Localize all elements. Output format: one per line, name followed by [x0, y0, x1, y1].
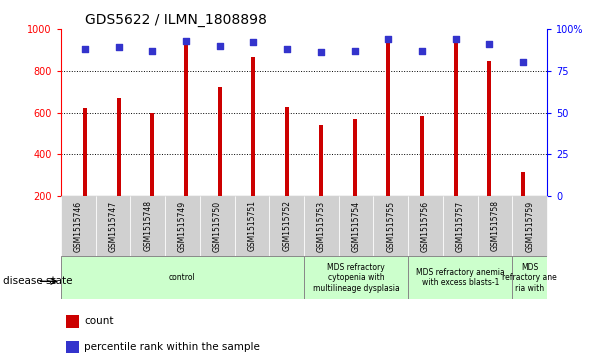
Bar — [117, 98, 120, 196]
Point — [316, 49, 326, 55]
Bar — [521, 172, 525, 196]
FancyBboxPatch shape — [373, 196, 408, 256]
FancyBboxPatch shape — [408, 196, 443, 256]
Point — [451, 36, 460, 42]
Bar — [218, 87, 222, 196]
Point — [249, 40, 258, 45]
Bar — [386, 41, 390, 196]
Point — [114, 45, 123, 50]
Point — [384, 36, 393, 42]
Text: GSM1515756: GSM1515756 — [421, 200, 430, 252]
FancyBboxPatch shape — [165, 196, 200, 256]
FancyBboxPatch shape — [61, 256, 304, 299]
Point — [350, 48, 359, 54]
Text: GSM1515755: GSM1515755 — [386, 200, 395, 252]
Text: GSM1515747: GSM1515747 — [108, 200, 117, 252]
Point — [215, 43, 224, 49]
FancyBboxPatch shape — [200, 196, 235, 256]
Bar — [83, 108, 87, 196]
FancyBboxPatch shape — [95, 196, 130, 256]
FancyBboxPatch shape — [443, 196, 478, 256]
Bar — [319, 125, 323, 196]
Text: percentile rank within the sample: percentile rank within the sample — [84, 342, 260, 352]
Text: GSM1515746: GSM1515746 — [74, 200, 83, 252]
Point — [282, 46, 292, 52]
Bar — [150, 113, 154, 196]
FancyBboxPatch shape — [61, 196, 95, 256]
Bar — [66, 315, 79, 328]
Text: MDS refractory
cytopenia with
multilineage dysplasia: MDS refractory cytopenia with multilinea… — [313, 263, 399, 293]
FancyBboxPatch shape — [304, 196, 339, 256]
Point — [417, 48, 427, 54]
Text: GSM1515751: GSM1515751 — [247, 200, 257, 252]
FancyBboxPatch shape — [478, 196, 513, 256]
Text: MDS refractory anemia
with excess blasts-1: MDS refractory anemia with excess blasts… — [416, 268, 505, 287]
Text: GDS5622 / ILMN_1808898: GDS5622 / ILMN_1808898 — [85, 13, 267, 26]
Bar — [488, 61, 491, 196]
Bar — [184, 44, 188, 196]
Text: GSM1515758: GSM1515758 — [491, 200, 500, 252]
FancyBboxPatch shape — [339, 196, 373, 256]
FancyBboxPatch shape — [408, 256, 513, 299]
FancyBboxPatch shape — [513, 196, 547, 256]
Text: disease state: disease state — [3, 276, 72, 286]
Bar — [252, 57, 255, 196]
Text: GSM1515759: GSM1515759 — [525, 200, 534, 252]
FancyBboxPatch shape — [304, 256, 408, 299]
FancyBboxPatch shape — [513, 256, 547, 299]
Text: MDS
refractory ane
ria with: MDS refractory ane ria with — [502, 263, 557, 293]
Point — [80, 46, 90, 52]
Text: control: control — [169, 273, 196, 282]
Bar — [454, 41, 458, 196]
Text: GSM1515757: GSM1515757 — [456, 200, 465, 252]
Point — [148, 48, 157, 54]
Bar — [420, 116, 424, 196]
Point — [485, 41, 494, 47]
Text: GSM1515748: GSM1515748 — [143, 200, 152, 252]
Text: GSM1515752: GSM1515752 — [282, 200, 291, 252]
Text: GSM1515749: GSM1515749 — [178, 200, 187, 252]
Bar — [66, 340, 79, 353]
Point — [518, 60, 528, 65]
FancyBboxPatch shape — [130, 196, 165, 256]
Text: GSM1515753: GSM1515753 — [317, 200, 326, 252]
Text: GSM1515750: GSM1515750 — [213, 200, 222, 252]
Text: GSM1515754: GSM1515754 — [351, 200, 361, 252]
Point — [181, 38, 191, 44]
Text: count: count — [84, 316, 114, 326]
Bar — [353, 119, 356, 196]
Bar — [285, 107, 289, 196]
FancyBboxPatch shape — [269, 196, 304, 256]
FancyBboxPatch shape — [235, 196, 269, 256]
